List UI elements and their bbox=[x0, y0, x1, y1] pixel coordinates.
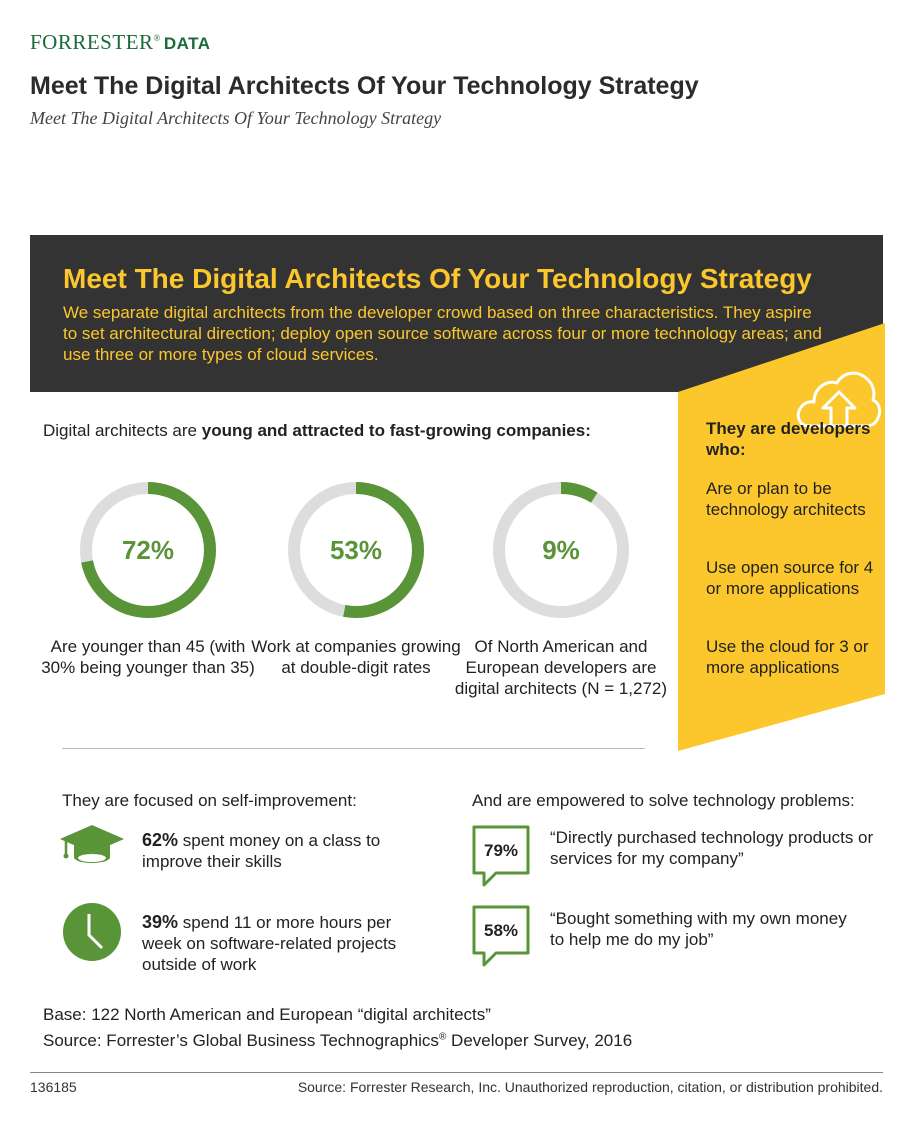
young-heading-prefix: Digital architects are bbox=[43, 421, 202, 440]
banner-title: Meet The Digital Architects Of Your Tech… bbox=[63, 263, 812, 294]
base-note: Base: 122 North American and European “d… bbox=[43, 1005, 491, 1024]
bubble-percent: 58% bbox=[483, 921, 519, 940]
brand-name: FORRESTER bbox=[30, 30, 154, 54]
empowered-quote: “Directly purchased technology products … bbox=[550, 828, 874, 868]
cloud-upload-icon bbox=[796, 371, 881, 428]
donut-value: 53% bbox=[329, 535, 383, 565]
sidebar-heading: They are developers who: bbox=[706, 419, 871, 459]
source-note-prefix: Source: Forrester’s Global Business Tech… bbox=[43, 1031, 439, 1050]
donut-value: 9% bbox=[542, 535, 580, 565]
sidebar-item: Use the cloud for 3 or more applications bbox=[706, 637, 869, 677]
donut-chart-fast-growing-companies bbox=[288, 482, 424, 618]
donut-label: Of North American and European developer… bbox=[454, 637, 668, 698]
empowered-quote: “Bought something with my own money to h… bbox=[550, 909, 847, 949]
brand-registered-mark: ® bbox=[153, 33, 161, 43]
self-improvement-item: 62% spent money on a class to improve th… bbox=[142, 830, 412, 872]
young-heading-bold: young and attracted to fast-growing comp… bbox=[201, 421, 591, 440]
donut-chart-younger-than-45 bbox=[80, 482, 216, 618]
footer-rule bbox=[30, 1072, 883, 1073]
donut-chart-digital-architects-share bbox=[493, 482, 629, 618]
stat-text: spent money on a class to improve their … bbox=[142, 831, 381, 871]
document-code: 136185 bbox=[30, 1079, 77, 1095]
donut-label: Work at companies growing at double-digi… bbox=[251, 637, 461, 677]
section-divider bbox=[62, 748, 645, 749]
donut-value-arc bbox=[80, 482, 216, 618]
speech-bubble-icon bbox=[472, 905, 530, 967]
self-improvement-heading: They are focused on self-improvement: bbox=[62, 791, 357, 810]
source-registered-mark: ® bbox=[438, 1031, 447, 1043]
stat-percent: 39% bbox=[142, 912, 179, 932]
young-section-heading: Digital architects are young and attract… bbox=[43, 421, 591, 441]
sidebar-item: Use open source for 4 or more applicatio… bbox=[706, 558, 874, 598]
bubble-percent: 79% bbox=[483, 841, 519, 860]
source-note: Source: Forrester’s Global Business Tech… bbox=[43, 1031, 632, 1051]
forrester-data-logo: FORRESTER® DATA bbox=[30, 30, 211, 55]
graduation-cap-icon bbox=[60, 825, 124, 863]
donut-value: 72% bbox=[121, 535, 175, 565]
donut-label: Are younger than 45 (with 30% being youn… bbox=[41, 637, 255, 677]
banner-text: We separate digital architects from the … bbox=[63, 303, 822, 364]
donut-value-arc bbox=[288, 482, 424, 618]
source-note-suffix: Developer Survey, 2016 bbox=[446, 1031, 633, 1050]
page-title: Meet The Digital Architects Of Your Tech… bbox=[30, 72, 699, 100]
copyright-notice: Source: Forrester Research, Inc. Unautho… bbox=[297, 1079, 883, 1095]
self-improvement-item: 39% spend 11 or more hours per week on s… bbox=[142, 912, 432, 975]
developer-traits-panel bbox=[678, 323, 885, 751]
clock-icon bbox=[63, 903, 121, 961]
stat-text: spend 11 or more hours per week on softw… bbox=[142, 913, 397, 974]
page-subtitle: Meet The Digital Architects Of Your Tech… bbox=[30, 108, 442, 128]
sidebar-item: Are or plan to be technology architects bbox=[706, 479, 866, 519]
stat-percent: 62% bbox=[142, 830, 179, 850]
intro-banner bbox=[30, 235, 883, 392]
brand-suffix: DATA bbox=[163, 34, 211, 53]
empowered-heading: And are empowered to solve technology pr… bbox=[472, 791, 855, 810]
speech-bubble-icon bbox=[472, 825, 530, 887]
donut-value-arc bbox=[493, 482, 629, 618]
